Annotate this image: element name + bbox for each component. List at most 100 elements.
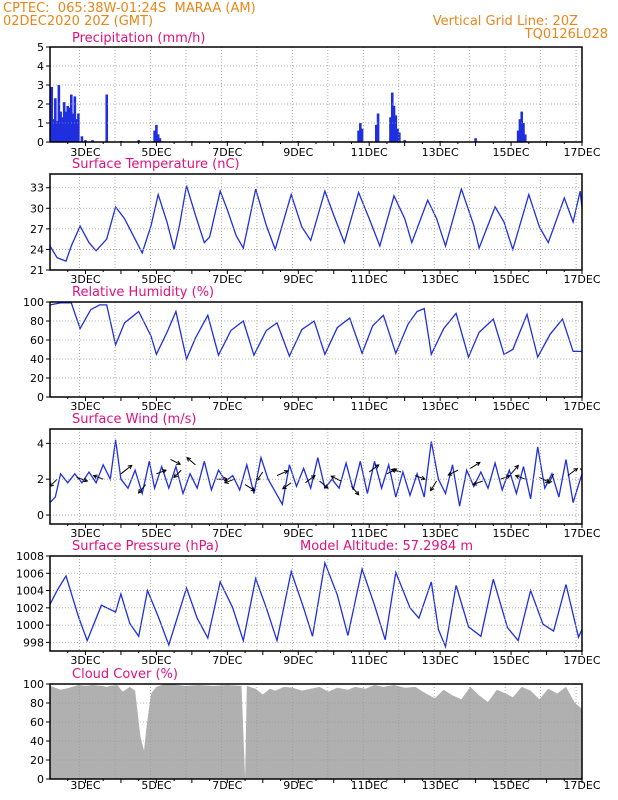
wind-vector-shaft <box>173 469 182 478</box>
precip-bar <box>68 107 71 142</box>
wind-vector-shaft <box>244 484 255 491</box>
precip-bar <box>50 86 54 142</box>
y-tick-label: 100 <box>23 296 44 309</box>
wind-vector <box>156 469 167 475</box>
wind-vector <box>92 474 104 480</box>
panel-title: Surface Temperature (nC) <box>72 157 240 172</box>
precip-bar <box>359 123 362 142</box>
precip-bar <box>71 113 75 142</box>
y-tick-label: 3 <box>37 79 44 92</box>
wind-vector <box>50 478 58 487</box>
x-tick-label: 17DEC <box>563 400 600 413</box>
wind-vector-shaft <box>548 473 555 484</box>
wind-vector-head <box>390 468 396 473</box>
x-tick-label: 7DEC <box>212 654 242 667</box>
precip-bar <box>357 130 360 142</box>
x-tick-label: 5DEC <box>141 400 171 413</box>
x-tick-label: 17DEC <box>563 779 600 792</box>
wind-vector-shaft <box>567 468 578 477</box>
panel-4: Surface Pressure (hPa) Model Altitude: 57… <box>16 539 601 667</box>
y-tick-label: 100 <box>23 678 44 691</box>
x-tick-label: 15DEC <box>493 654 530 667</box>
y-tick-label: 24 <box>30 243 44 256</box>
y-tick-label: 20 <box>30 754 44 767</box>
x-tick-label: 7DEC <box>212 527 242 540</box>
precip-bar <box>396 128 399 142</box>
header-line2-left: 02DEC2020 20Z (GMT) <box>3 14 154 29</box>
data-layer <box>50 439 582 507</box>
x-tick-label: 3DEC <box>70 779 100 792</box>
precip-bar <box>392 105 396 142</box>
x-tick-label: 5DEC <box>141 146 171 159</box>
x-tick-label: 11DEC <box>351 273 388 286</box>
wind-vector <box>76 476 89 483</box>
x-tick-label: 5DEC <box>141 654 171 667</box>
series-line <box>50 185 582 262</box>
precip-bar <box>518 119 522 142</box>
wind-vector-shaft <box>368 464 380 473</box>
wind-vector <box>567 467 579 477</box>
wind-vector-shaft <box>539 476 550 483</box>
wind-vector-shaft <box>515 475 526 480</box>
wind-vector-shaft <box>76 476 88 482</box>
wind-vector-head <box>374 464 380 469</box>
wind-vector-shaft <box>50 478 58 487</box>
precip-bar <box>64 111 68 142</box>
y-tick-label: 40 <box>30 735 44 748</box>
wind-vector-head <box>514 464 519 470</box>
wind-vector-shaft <box>472 480 483 486</box>
y-tick-label: 1 <box>37 117 44 130</box>
x-tick-label: 17DEC <box>563 654 600 667</box>
y-tick-label: 0 <box>37 509 44 522</box>
panel-3: Surface Wind (m/s) 0 2 4 3DEC 5DEC 7DEC 9DEC 11D… <box>37 412 601 540</box>
x-tick-label: 17DEC <box>563 527 600 540</box>
panel-2: Relative Humidity (%) 0 20 40 60 80 100 3DEC 5DE… <box>23 285 601 413</box>
wind-vector <box>510 464 519 475</box>
precip-bar <box>523 134 527 142</box>
x-tick-label: 5DEC <box>141 779 171 792</box>
wind-vector <box>223 478 235 484</box>
series-line <box>50 560 582 650</box>
x-tick-label: 11DEC <box>351 654 388 667</box>
wind-vector <box>173 469 182 479</box>
wind-vector-head <box>161 469 167 474</box>
wind-vector <box>305 474 316 484</box>
y-tick-label: 60 <box>30 716 44 729</box>
wind-vector-shaft <box>120 465 133 475</box>
wind-vector <box>368 464 380 473</box>
precip-bar <box>61 117 64 142</box>
y-tick-label: 33 <box>30 182 44 195</box>
wind-vector <box>470 461 481 469</box>
precip-bar <box>474 138 477 142</box>
wind-vector-head <box>137 488 143 494</box>
x-tick-label: 3DEC <box>70 400 100 413</box>
x-tick-label: 3DEC <box>70 527 100 540</box>
wind-vector-head <box>447 471 453 476</box>
x-tick-label: 17DEC <box>563 273 600 286</box>
precip-bar <box>156 134 160 142</box>
wind-vector-head <box>330 475 336 480</box>
y-tick-label: 4 <box>37 437 44 450</box>
x-tick-label: 13DEC <box>422 400 459 413</box>
y-tick-label: 0 <box>37 391 44 404</box>
precip-bar <box>73 96 77 142</box>
wind-vector-head <box>223 479 229 484</box>
wind-vector <box>137 484 147 494</box>
wind-vector <box>430 480 438 492</box>
precip-bar <box>522 123 525 142</box>
x-tick-label: 7DEC <box>212 400 242 413</box>
wind-vector-shaft <box>305 475 316 484</box>
precip-bar <box>55 121 59 142</box>
precip-bar <box>390 92 394 142</box>
wind-vector-shaft <box>470 462 481 469</box>
precip-bar <box>91 140 94 142</box>
y-tick-label: 998 <box>23 636 44 649</box>
wind-vector <box>120 464 133 475</box>
data-layer <box>50 85 548 142</box>
wind-vector <box>548 473 555 485</box>
wind-vector <box>514 474 526 480</box>
panel-title: Surface Pressure (hPa) <box>72 539 219 554</box>
y-tick-label: 1000 <box>16 619 44 632</box>
y-tick-label: 60 <box>30 334 44 347</box>
y-tick-label: 0 <box>37 136 44 149</box>
